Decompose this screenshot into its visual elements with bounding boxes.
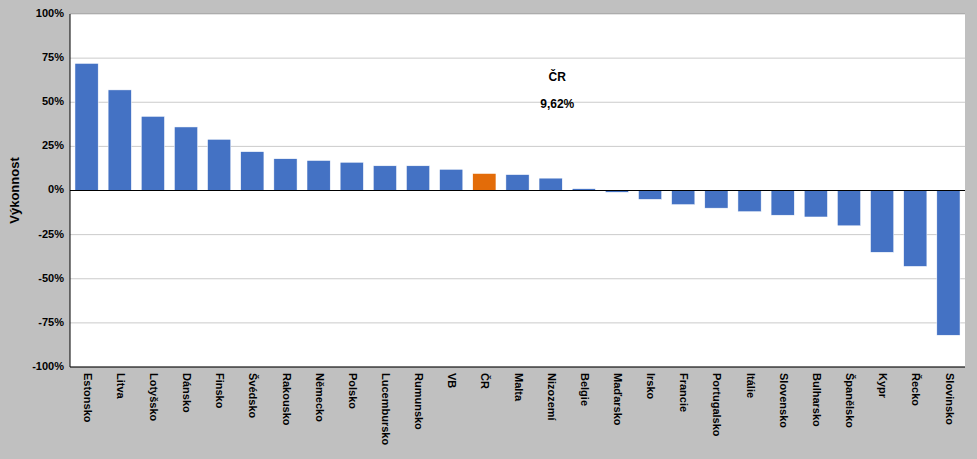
bar xyxy=(75,63,98,190)
x-tick-label: Finsko xyxy=(214,373,226,409)
y-axis-label: Výkonnost xyxy=(7,157,22,224)
x-tick-label: Španělsko xyxy=(844,373,856,428)
bar xyxy=(373,166,396,191)
x-tick-label: Slovinsko xyxy=(944,373,956,425)
bar xyxy=(705,191,728,209)
bar xyxy=(837,191,860,226)
bar xyxy=(738,191,761,212)
x-tick-label: Lotyšsko xyxy=(148,373,160,422)
y-tick-label: 25% xyxy=(42,139,64,151)
bar xyxy=(904,191,927,267)
x-tick-label: Lucembursko xyxy=(380,373,392,445)
bar xyxy=(307,160,330,190)
bar xyxy=(340,162,363,190)
bar xyxy=(473,174,496,191)
grid-line xyxy=(70,278,965,279)
x-tick-label: Belgie xyxy=(579,373,591,406)
x-tick-label: Itálie xyxy=(745,373,757,398)
x-tick-label: Slovensko xyxy=(778,373,790,428)
annotation: 9,62% xyxy=(540,97,574,111)
grid-line xyxy=(70,146,965,147)
x-tick-label: Maďarsko xyxy=(612,373,624,426)
x-tick-label: Německo xyxy=(314,373,326,422)
x-tick-label: Malta xyxy=(513,373,525,402)
grid-line xyxy=(70,190,965,191)
x-tick-label: Rakousko xyxy=(281,373,293,426)
bar xyxy=(937,191,960,336)
x-tick-label: Kypr xyxy=(877,373,889,399)
grid-line xyxy=(70,322,965,323)
y-tick-label: -100% xyxy=(32,360,64,372)
x-tick-label: Litva xyxy=(115,373,127,400)
y-tick-label: 50% xyxy=(42,95,64,107)
x-tick-label: Řecko xyxy=(910,373,922,406)
bars xyxy=(75,63,960,335)
x-tick-label: Nizozemí xyxy=(546,373,558,422)
grid-line xyxy=(70,58,965,59)
bar xyxy=(174,127,197,191)
bar xyxy=(771,191,794,216)
zero-line xyxy=(70,190,965,191)
x-tick-label: Francie xyxy=(678,373,690,412)
grid-line xyxy=(70,234,965,235)
bar xyxy=(208,139,231,190)
bar xyxy=(274,159,297,191)
x-tick-label: Estonsko xyxy=(82,373,94,423)
y-tick-label: 100% xyxy=(36,7,64,19)
bar xyxy=(638,191,661,200)
grid xyxy=(70,14,965,367)
bar xyxy=(406,166,429,191)
bar xyxy=(539,178,562,190)
y-tick-label: 0% xyxy=(48,183,64,195)
bar xyxy=(440,169,463,190)
x-tick-label: Bulharsko xyxy=(811,373,823,427)
y-tick-label: -50% xyxy=(38,272,64,284)
x-tick-label: Irsko xyxy=(645,373,657,400)
y-tick-label: -25% xyxy=(38,228,64,240)
x-tick-label: Portugalsko xyxy=(711,373,723,437)
annotation: ČR xyxy=(549,69,567,84)
bar xyxy=(672,191,695,205)
grid-line xyxy=(70,102,965,103)
x-tick-label: Polsko xyxy=(347,373,359,409)
y-tick-label: 75% xyxy=(42,51,64,63)
grid-line xyxy=(70,14,965,15)
bar xyxy=(108,90,131,191)
bar xyxy=(804,191,827,217)
bar xyxy=(241,152,264,191)
x-axis-line xyxy=(70,367,965,368)
bar xyxy=(506,175,529,191)
y-tick-label: -75% xyxy=(38,316,64,328)
bar xyxy=(141,116,164,190)
x-tick-label: Dánsko xyxy=(181,373,193,413)
x-tick-label: Rumunsko xyxy=(413,373,425,430)
x-tick-label: VB xyxy=(446,373,458,388)
x-tick-label: Švédsko xyxy=(247,373,259,419)
bar xyxy=(871,191,894,253)
plot-background xyxy=(70,14,965,367)
x-tick-label: ČR xyxy=(479,373,491,389)
grid-line xyxy=(70,367,965,368)
chart-container: -100% -75% -50% -25% 0% 25% 50% 75% 100% Estonsko… xyxy=(0,0,977,459)
chart-svg: -100% -75% -50% -25% 0% 25% 50% 75% 100% Estonsko… xyxy=(0,0,977,459)
